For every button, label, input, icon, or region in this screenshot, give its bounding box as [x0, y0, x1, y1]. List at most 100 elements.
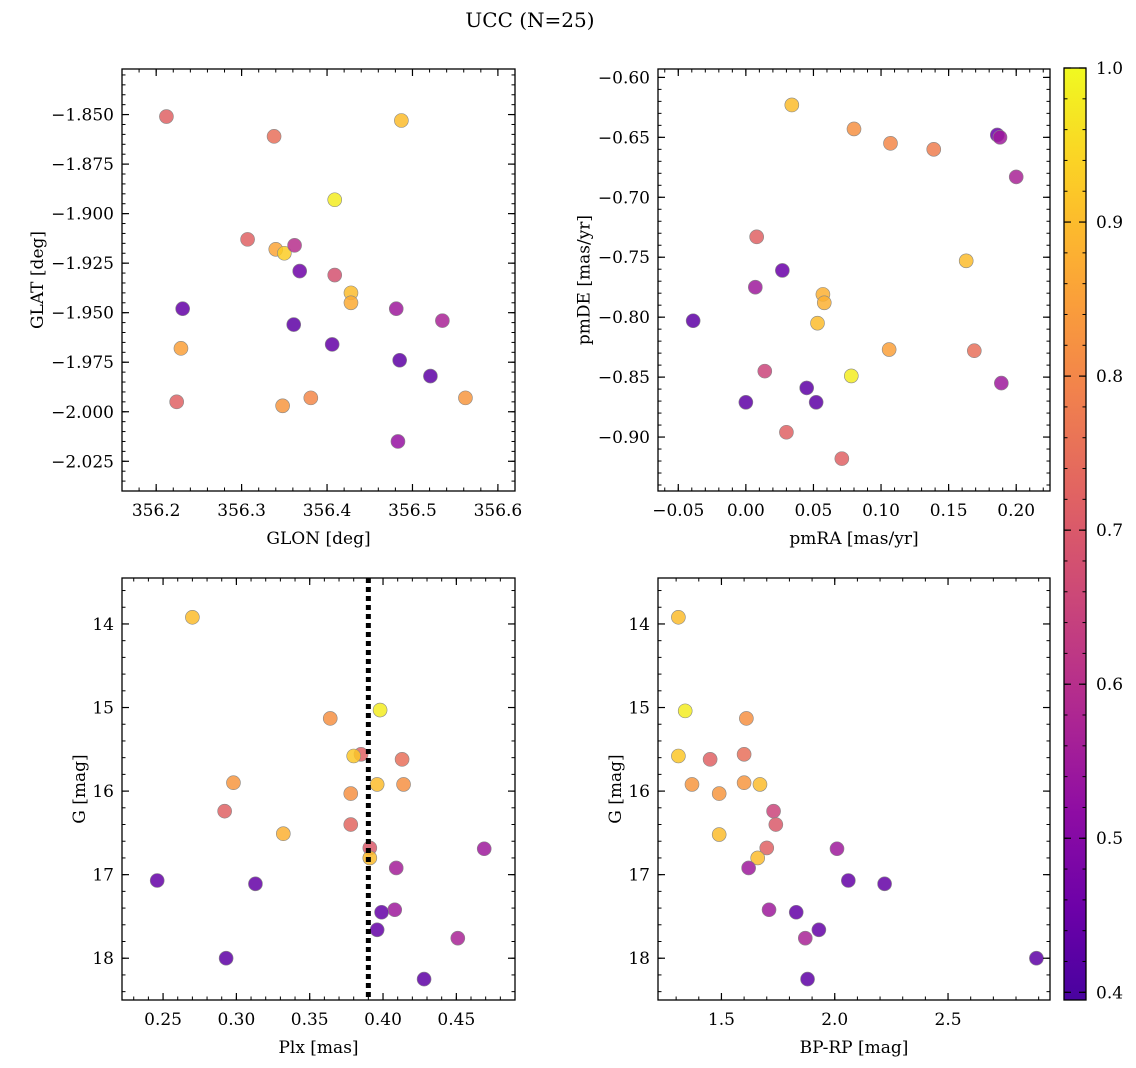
y-tick-label: −1.875	[51, 155, 114, 175]
scatter-point	[808, 394, 824, 410]
colorbar-tick-label: 0.6	[1096, 675, 1123, 695]
scatter-point	[327, 192, 343, 208]
x-tick-label: 0.10	[862, 501, 900, 521]
scatter-point	[926, 142, 942, 157]
x-tick-label: 356.5	[388, 501, 437, 521]
y-tick-label: 18	[92, 949, 114, 969]
scatter-point	[846, 121, 862, 137]
scatter-point	[458, 390, 473, 406]
y-tick-label: 14	[92, 615, 114, 635]
colorbar-gradient	[1063, 67, 1087, 1001]
scatter-point	[169, 394, 184, 410]
scatter-point	[761, 902, 777, 918]
y-tick-label: −0.80	[598, 308, 650, 328]
axis-ticks: 356.2 356.3 356.4 356.5 356.6 −1.850 −1.875 −1.…	[51, 69, 522, 521]
scatter-point	[476, 841, 492, 857]
x-tick-label: 0.15	[930, 501, 968, 521]
scatter-point	[396, 777, 411, 792]
scatter-point	[394, 752, 410, 767]
x-tick-label: 356.3	[217, 501, 266, 521]
colorbar-tick-label: 0.4	[1096, 983, 1123, 1003]
x-tick-label: 0.25	[144, 1010, 182, 1030]
scatter-point	[992, 130, 1008, 145]
x-axis-label: Plx [mas]	[278, 1038, 358, 1058]
scatter-point	[967, 343, 982, 359]
scatter-point	[677, 703, 693, 719]
y-tick-label: 16	[628, 782, 650, 802]
scatter-point	[797, 930, 813, 946]
x-tick-label: 0.35	[291, 1010, 329, 1030]
y-tick-label: 17	[628, 866, 650, 886]
scatter-point	[217, 803, 232, 819]
scatter-point	[788, 904, 804, 920]
scatter-point	[779, 424, 794, 440]
scatter-point	[248, 876, 263, 892]
x-tick-label: 0.20	[997, 501, 1035, 521]
plot-frame	[657, 577, 1051, 1001]
scatter-point	[739, 711, 754, 726]
y-tick-label: 18	[628, 949, 650, 969]
scatter-point	[748, 279, 763, 295]
scatter-point	[292, 263, 308, 279]
scatter-point	[388, 301, 404, 317]
scatter-point	[388, 860, 404, 876]
scatter-point	[843, 368, 859, 384]
y-axis-label: G [mag]	[70, 754, 90, 823]
scatter-point	[883, 136, 898, 151]
scatter-point	[768, 817, 784, 832]
scatter-point	[994, 375, 1009, 391]
scatter-point	[736, 747, 752, 762]
scatter-point	[240, 232, 255, 247]
scatter-point	[387, 902, 403, 918]
colorbar-tick-label: 0.5	[1096, 829, 1123, 849]
axis-ticks: 0.25 0.30 0.35 0.40 0.45 14 15 16 17 18	[92, 578, 516, 1030]
scatter-point	[799, 380, 814, 396]
colorbar-tick-label: 0.7	[1096, 521, 1123, 541]
scatter-point	[671, 609, 686, 625]
scatter-point	[324, 337, 340, 352]
scatter-point	[175, 301, 190, 317]
scatter-point	[702, 752, 718, 767]
scatter-point	[374, 904, 389, 920]
scatter-point	[784, 97, 800, 113]
scatter-point	[286, 317, 302, 332]
scatter-point	[435, 313, 450, 328]
colorbar: 0.4 0.5 0.6 0.7 0.8 0.9 1.0	[1063, 59, 1123, 1003]
y-tick-label: −1.925	[51, 254, 114, 274]
scatter-point	[149, 873, 165, 888]
scatter-point	[277, 245, 292, 261]
scatter-points	[149, 578, 492, 1000]
scatter-points	[671, 609, 1044, 987]
scatter-point	[738, 394, 754, 410]
scatter-point	[881, 342, 897, 357]
scatter-point	[752, 777, 768, 792]
scatter-point	[711, 827, 727, 842]
scatter-point	[711, 786, 727, 801]
y-tick-label: 16	[92, 782, 114, 802]
colorbar-tick-label: 1.0	[1096, 59, 1123, 79]
scatter-point	[346, 748, 361, 764]
y-tick-label: −2.025	[51, 452, 114, 472]
plot-frame	[121, 68, 516, 492]
y-tick-label: −2.000	[51, 403, 114, 423]
scatter-point	[226, 775, 241, 791]
scatter-point	[829, 841, 845, 857]
scatter-point	[185, 609, 200, 625]
x-tick-label: 0.40	[364, 1010, 402, 1030]
x-axis-label: BP-RP [mag]	[800, 1038, 909, 1058]
scatter-point	[749, 229, 764, 245]
y-tick-label: −0.85	[598, 368, 650, 388]
scatter-point	[372, 702, 388, 718]
x-tick-label: 0.30	[217, 1010, 255, 1030]
x-tick-label: 356.2	[132, 501, 181, 521]
scatter-point	[394, 113, 409, 128]
y-tick-label: −0.70	[598, 188, 650, 208]
x-tick-label: 356.6	[474, 501, 523, 521]
scatter-point	[841, 873, 856, 888]
scatter-point	[1008, 169, 1024, 185]
scatter-point	[877, 876, 892, 892]
scatter-point	[800, 971, 815, 987]
scatter-point	[159, 109, 174, 124]
scatter-point	[275, 398, 290, 414]
figure-title: UCC (N=25)	[465, 8, 594, 32]
